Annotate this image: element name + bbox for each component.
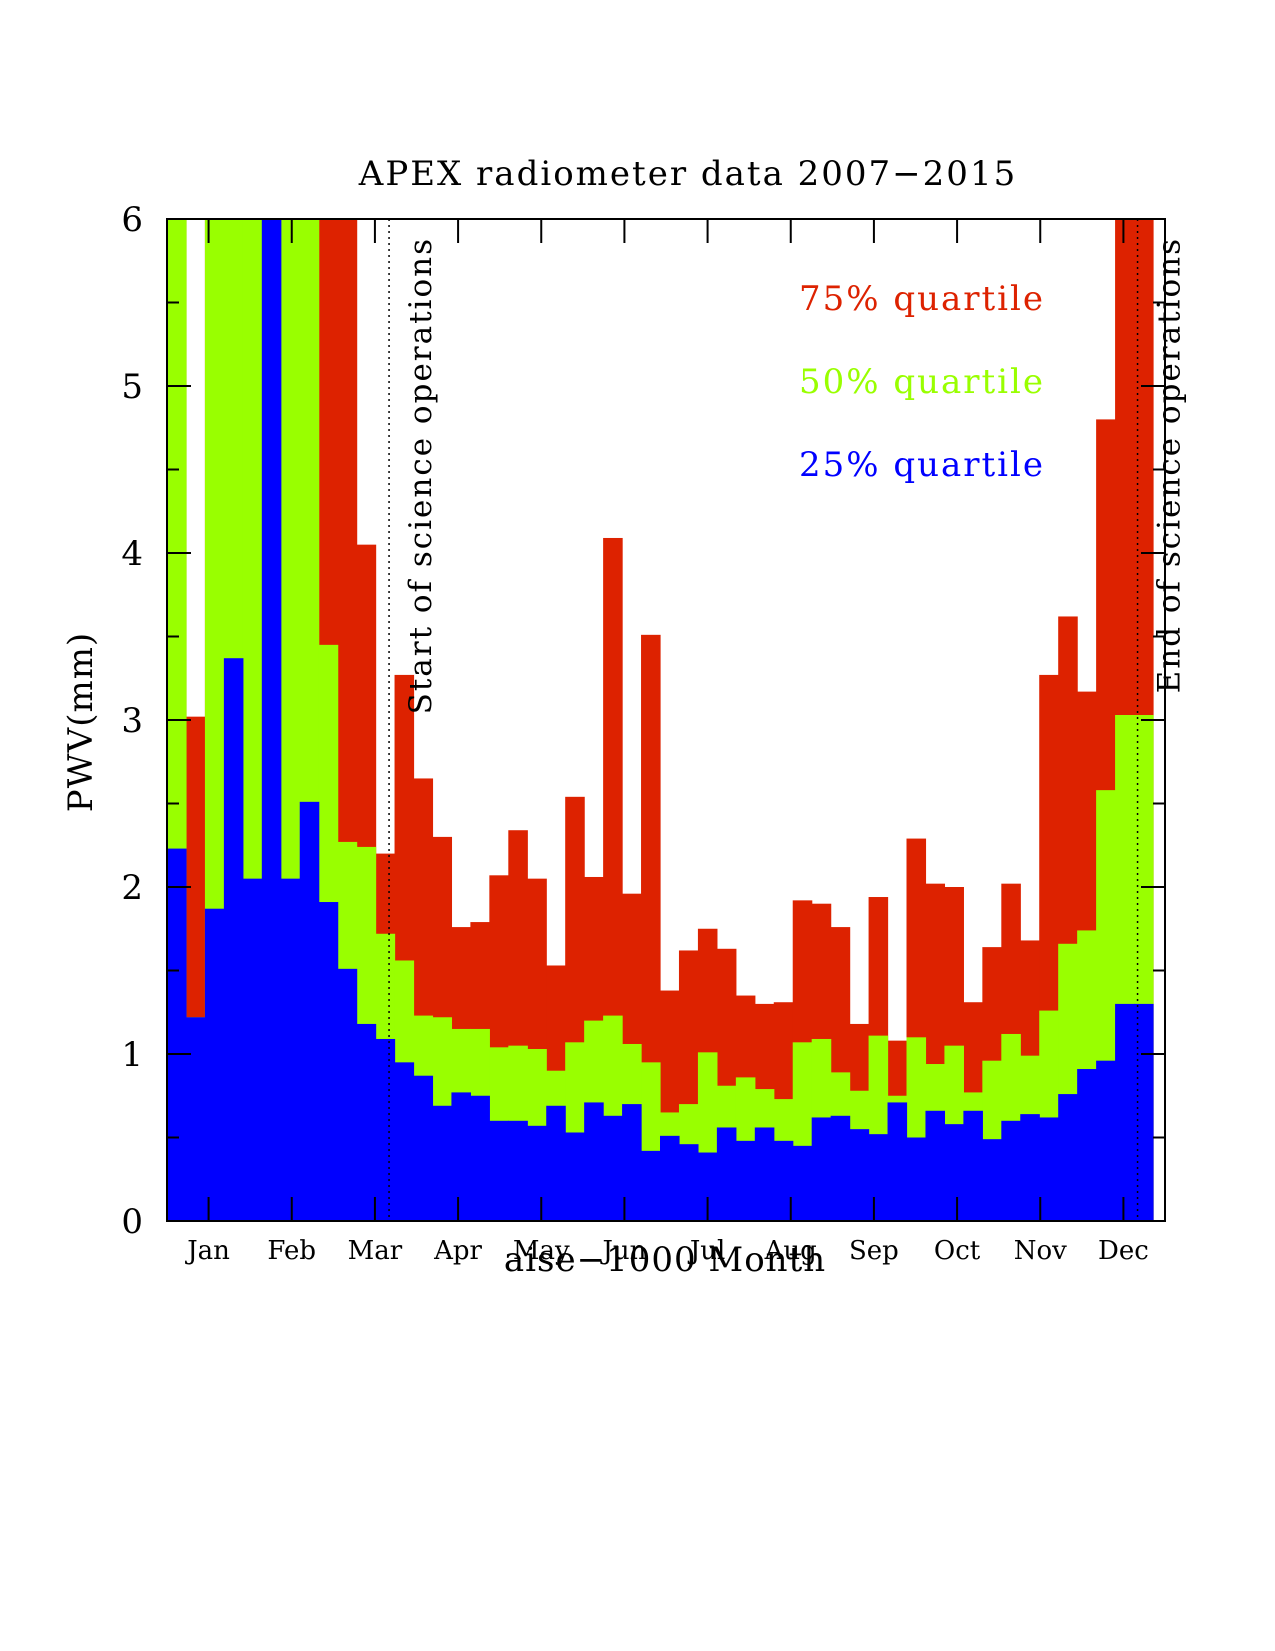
annotation-label-1: End of science operations: [1152, 237, 1188, 693]
x-tick-label-mar: Mar: [348, 1236, 403, 1266]
bar-25-quartile-27: [678, 1144, 699, 1221]
bar-25-quartile-6: [280, 878, 301, 1221]
legend-entry-25-quartile: 25% quartile: [799, 445, 1045, 485]
y-tick-label-6: 6: [121, 200, 143, 240]
bar-25-quartile-22: [584, 1102, 604, 1221]
bar-25-quartile-43: [982, 1139, 1002, 1221]
bar-25-quartile-13: [413, 1075, 434, 1221]
bar-25-quartile-15: [451, 1092, 471, 1221]
bar-25-quartile-46: [1039, 1117, 1059, 1221]
x-tick-label-jan: Jan: [184, 1236, 230, 1266]
bar-25-quartile-19: [527, 1125, 547, 1221]
x-tick-label-feb: Feb: [267, 1236, 316, 1266]
annotation-layer: Start of science operations End of scienc…: [388, 219, 1188, 1221]
bar-25-quartile-34: [811, 1117, 832, 1221]
y-axis-label: PWV(mm): [61, 632, 101, 812]
bar-25-quartile-24: [622, 1104, 642, 1221]
bar-25-quartile-37: [868, 1134, 889, 1221]
x-tick-label-may: May: [513, 1236, 570, 1266]
x-tick-label-jul: Jul: [687, 1236, 725, 1266]
y-tick-label-1: 1: [121, 1035, 143, 1075]
bar-25-quartile-11: [375, 1038, 396, 1221]
chart-title: APEX radiometer data 2007−2015: [358, 154, 1017, 194]
bar-25-quartile-17: [489, 1120, 509, 1221]
bar-25-quartile-20: [546, 1105, 566, 1221]
x-tick-label-apr: Apr: [433, 1236, 482, 1266]
annotation-label-0: Start of science operations: [403, 237, 439, 714]
x-tick-label-jun: Jun: [599, 1236, 646, 1266]
bar-25-quartile-50: [1115, 1003, 1135, 1221]
legend-entry-50-quartile: 50% quartile: [799, 362, 1045, 402]
bar-25-quartile-3: [223, 658, 244, 1221]
bar-25-quartile-0: [167, 848, 187, 1221]
y-tick-label-0: 0: [121, 1202, 143, 1242]
bar-25-quartile-31: [754, 1127, 775, 1221]
x-tick-label-sep: Sep: [849, 1236, 899, 1266]
bar-25-quartile-49: [1096, 1060, 1116, 1221]
bar-25-quartile-8: [318, 902, 339, 1221]
y-tick-label-3: 3: [121, 701, 143, 741]
bar-25-quartile-48: [1077, 1069, 1097, 1221]
legend-entry-75-quartile: 75% quartile: [799, 279, 1045, 319]
y-tick-label-2: 2: [121, 868, 143, 908]
bar-25-quartile-29: [716, 1127, 737, 1221]
x-tick-label-dec: Dec: [1098, 1236, 1149, 1266]
bar-25-quartile-47: [1058, 1094, 1078, 1221]
bar-25-quartile-39: [906, 1137, 927, 1221]
bar-25-quartile-41: [944, 1124, 964, 1221]
bar-25-quartile-33: [792, 1145, 813, 1221]
x-tick-label-oct: Oct: [934, 1236, 981, 1266]
bar-25-quartile-14: [432, 1105, 453, 1221]
bar-25-quartile-1: [185, 1017, 206, 1221]
bar-25-quartile-30: [735, 1140, 756, 1221]
bar-25-quartile-10: [356, 1023, 377, 1221]
bar-25-quartile-44: [1001, 1120, 1021, 1221]
bar-25-quartile-42: [963, 1110, 983, 1221]
legend: 75% quartile 50% quartile 25% quartile: [799, 279, 1045, 485]
y-tick-label-4: 4: [121, 534, 143, 574]
bar-25-quartile-35: [830, 1115, 851, 1221]
bar-25-quartile-21: [565, 1132, 585, 1221]
bars-layer: [167, 219, 1154, 1221]
bar-25-quartile-40: [925, 1110, 946, 1221]
x-tick-label-aug: Aug: [764, 1236, 817, 1266]
bar-25-quartile-23: [603, 1115, 623, 1221]
bar-25-quartile-36: [849, 1129, 870, 1221]
bar-25-quartile-5: [261, 219, 282, 1221]
bar-25-quartile-25: [641, 1150, 661, 1221]
y-tick-label-5: 5: [121, 367, 143, 407]
bar-25-quartile-4: [242, 878, 263, 1221]
bar-25-quartile-45: [1020, 1114, 1040, 1221]
bar-25-quartile-26: [660, 1135, 680, 1221]
x-axis-label: aise−1000 Month: [504, 1240, 826, 1280]
bar-25-quartile-51: [1134, 1003, 1154, 1221]
bar-25-quartile-12: [394, 1062, 415, 1221]
axes-layer: 0 1 2 3 4 5 6 Jan Feb Mar Apr May Jun Jul Aug Sep Oct Nov…: [121, 200, 1166, 1266]
bar-25-quartile-2: [204, 908, 225, 1221]
bar-25-quartile-7: [299, 801, 320, 1221]
bar-25-quartile-38: [887, 1102, 908, 1221]
bar-25-quartile-28: [697, 1152, 718, 1221]
x-tick-label-nov: Nov: [1014, 1236, 1067, 1266]
bar-25-quartile-18: [508, 1120, 528, 1221]
bar-25-quartile-16: [470, 1095, 490, 1221]
bar-25-quartile-9: [337, 968, 358, 1221]
bar-25-quartile-32: [773, 1140, 794, 1221]
